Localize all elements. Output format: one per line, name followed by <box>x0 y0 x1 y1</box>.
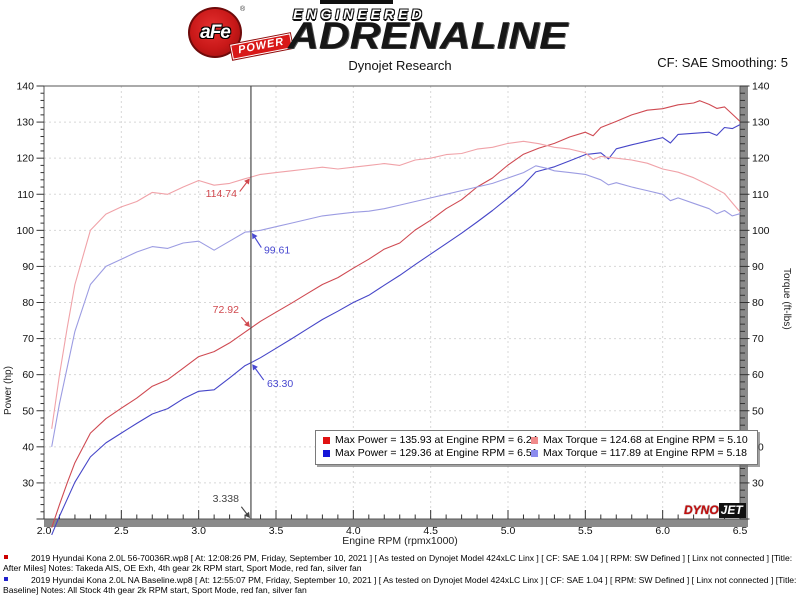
svg-text:80: 80 <box>752 297 764 309</box>
svg-text:140: 140 <box>752 81 770 93</box>
run-description: 2019 Hyundai Kona 2.0L 56-70036R.wp8 [ A… <box>3 553 797 574</box>
svg-text:90: 90 <box>22 261 34 273</box>
run-text: 2019 Hyundai Kona 2.0L NA Baseline.wp8 [… <box>3 574 797 596</box>
dyno-chart: 140 140 130 130 120 120 110 110 100 100 90 90 80 80 70… <box>16 81 770 538</box>
run-text: 2019 Hyundai Kona 2.0L 56-70036R.wp8 [ A… <box>3 553 793 574</box>
curve-torque-baseline <box>51 165 741 447</box>
run-descriptions: 2019 Hyundai Kona 2.0L 56-70036R.wp8 [ A… <box>3 553 797 597</box>
svg-text:6.0: 6.0 <box>655 525 670 537</box>
dynojet-logo: DYNO JET <box>684 503 746 518</box>
svg-text:100: 100 <box>16 225 34 237</box>
legend-text: Max Power = 129.36 at Engine RPM = 6.51 <box>335 447 538 459</box>
svg-text:5.5: 5.5 <box>578 525 593 537</box>
legend-entry: Max Torque = 124.68 at Engine RPM = 5.10 <box>531 434 748 447</box>
cursor-readout: 99.61 <box>264 245 290 257</box>
legend-text: Max Torque = 117.89 at Engine RPM = 5.18 <box>543 447 747 459</box>
smoothing-setting: CF: SAE Smoothing: 5 <box>657 55 788 70</box>
svg-text:130: 130 <box>752 117 770 129</box>
svg-text:4.0: 4.0 <box>346 525 361 537</box>
svg-text:100: 100 <box>752 225 770 237</box>
dynojet-logo-jet: JET <box>718 503 746 518</box>
svg-text:120: 120 <box>752 153 770 165</box>
svg-text:4.5: 4.5 <box>423 525 438 537</box>
svg-text:6.5: 6.5 <box>733 525 748 537</box>
legend-swatch <box>323 450 330 457</box>
legend-swatch <box>531 437 538 444</box>
svg-text:70: 70 <box>22 333 34 345</box>
svg-text:40: 40 <box>22 441 34 453</box>
registered-mark: ® <box>240 6 246 13</box>
x-axis-label: Engine RPM (rpmx1000) <box>342 535 458 547</box>
svg-text:140: 140 <box>16 81 34 93</box>
y-axis-label-torque: Torque (ft-lbs) <box>781 268 792 330</box>
legend-entry: Max Power = 135.93 at Engine RPM = 6.24 <box>323 434 538 447</box>
y-axis-label-power: Power (hp) <box>3 366 14 415</box>
run-bullet <box>4 576 8 581</box>
legend-text: Max Torque = 124.68 at Engine RPM = 5.10 <box>543 434 748 446</box>
cursor-readout: 72.92 <box>213 304 239 316</box>
svg-text:50: 50 <box>22 405 34 417</box>
cursor-readout: 114.74 <box>206 188 237 200</box>
afe-logo-text: aFe <box>200 21 231 43</box>
svg-text:90: 90 <box>752 261 764 273</box>
run-description: 2019 Hyundai Kona 2.0L NA Baseline.wp8 [… <box>3 575 797 596</box>
logo-top-strip <box>320 0 393 4</box>
legend-entry: Max Power = 129.36 at Engine RPM = 6.51 <box>323 447 538 460</box>
afe-power-logo: aFe <box>188 7 242 58</box>
legend-swatch <box>323 437 330 444</box>
svg-text:2.5: 2.5 <box>114 525 129 537</box>
adrenaline-wordmark: ADRENALINE <box>288 14 568 57</box>
legend-entry: Max Torque = 117.89 at Engine RPM = 5.18 <box>531 447 748 460</box>
svg-text:70: 70 <box>752 333 764 345</box>
max-values-legend: Max Power = 135.93 at Engine RPM = 6.24 M… <box>315 430 758 465</box>
chart-subtitle: Dynojet Research <box>348 58 452 73</box>
svg-text:30: 30 <box>22 477 34 489</box>
svg-text:2.0: 2.0 <box>37 525 52 537</box>
curve-power-after-miles-56-70036r- <box>51 100 741 528</box>
cursor-readout: 3.338 <box>213 493 239 505</box>
engineered-wordmark: ENGINEERED <box>293 6 426 22</box>
curve-power-baseline <box>51 124 741 536</box>
svg-text:60: 60 <box>22 369 34 381</box>
svg-text:110: 110 <box>752 189 769 201</box>
run-bullet <box>4 555 8 559</box>
svg-text:120: 120 <box>16 153 34 165</box>
svg-text:130: 130 <box>16 117 34 129</box>
svg-text:60: 60 <box>752 369 764 381</box>
dynojet-logo-dyno: DYNO <box>684 503 719 517</box>
svg-text:40: 40 <box>752 441 764 453</box>
svg-text:3.5: 3.5 <box>269 525 284 537</box>
svg-text:5.0: 5.0 <box>501 525 516 537</box>
curve-torque-after-miles-56-70036r- <box>51 140 741 429</box>
svg-text:30: 30 <box>752 477 764 489</box>
svg-text:50: 50 <box>752 405 764 417</box>
svg-text:80: 80 <box>22 297 34 309</box>
svg-text:3.0: 3.0 <box>191 525 206 537</box>
svg-text:110: 110 <box>17 189 34 201</box>
legend-swatch <box>531 450 538 457</box>
legend-text: Max Power = 135.93 at Engine RPM = 6.24 <box>335 434 538 446</box>
cursor-readout: 63.30 <box>267 378 293 390</box>
